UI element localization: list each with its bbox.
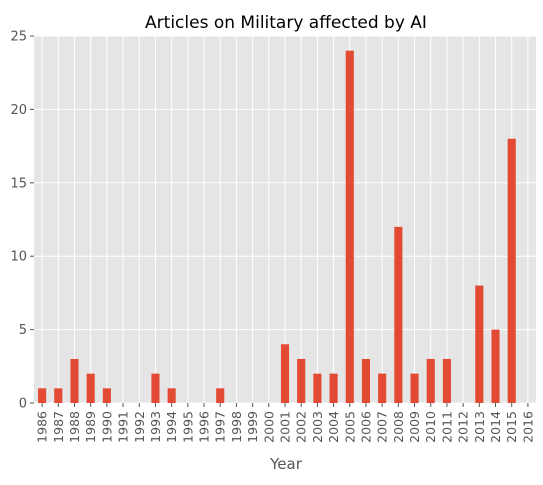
x-tick-label: 1992 <box>132 411 147 443</box>
x-tick-label: 2008 <box>391 411 406 443</box>
x-tick-label: 2007 <box>375 411 390 443</box>
chart-title: Articles on Military affected by AI <box>145 13 427 33</box>
x-tick-label: 2009 <box>407 411 422 443</box>
x-tick-label: 2005 <box>342 411 357 443</box>
y-tick-label: 15 <box>10 176 27 191</box>
bar-2008 <box>394 226 403 403</box>
bar-2009 <box>410 373 419 403</box>
y-tick-label: 5 <box>19 323 27 338</box>
bar-2010 <box>426 358 435 403</box>
bar-2011 <box>442 358 451 403</box>
x-tick-label: 1998 <box>229 411 244 443</box>
x-tick-label: 2003 <box>310 411 325 443</box>
x-tick-label: 2004 <box>326 411 341 443</box>
bar-1994 <box>167 388 176 403</box>
x-tick-label: 1996 <box>197 411 212 443</box>
bar-2003 <box>313 373 322 403</box>
x-tick-label: 2000 <box>261 411 276 443</box>
bar-2004 <box>329 373 338 403</box>
y-tick-label: 25 <box>10 30 27 45</box>
x-tick-label: 2014 <box>488 411 503 443</box>
x-tick-label: 2006 <box>358 411 373 443</box>
bar-2013 <box>475 285 484 403</box>
x-tick-label: 1994 <box>164 411 179 443</box>
x-tick-label: 1988 <box>67 411 82 443</box>
x-tick-label: 1991 <box>116 411 131 443</box>
x-tick-label: 1986 <box>35 411 50 443</box>
x-tick-label: 1993 <box>148 411 163 443</box>
bar-2001 <box>280 344 290 403</box>
x-tick-label: 2001 <box>278 411 293 443</box>
x-axis-label: Year <box>269 455 303 473</box>
bar-1987 <box>54 388 63 403</box>
x-tick-label: 2016 <box>520 411 535 443</box>
y-tick-label: 20 <box>10 103 27 118</box>
x-tick-label: 2013 <box>472 411 487 443</box>
bar-1990 <box>102 388 111 403</box>
x-tick-label: 1990 <box>99 411 114 443</box>
x-tick-label: 2015 <box>504 411 519 443</box>
x-tick-label: 2011 <box>439 411 454 443</box>
bar-2007 <box>378 373 387 403</box>
bar-1986 <box>38 388 47 403</box>
bar-1997 <box>216 388 225 403</box>
x-tick-label: 1995 <box>180 411 195 443</box>
bars <box>38 50 516 404</box>
bar-2014 <box>491 329 500 403</box>
x-tick-label: 1989 <box>83 411 98 443</box>
x-tick-label: 1987 <box>51 411 66 443</box>
x-tick-label: 2010 <box>423 411 438 443</box>
x-tick-label: 1999 <box>245 411 260 443</box>
x-tick-label: 1997 <box>213 411 228 443</box>
bar-1993 <box>151 373 160 403</box>
x-axis-ticks: 1986 1987 1988 1989 1990 1991 1992 1993 1994 1995… <box>35 403 535 443</box>
x-tick-label: 2002 <box>294 411 309 443</box>
bar-1988 <box>70 358 79 403</box>
y-axis-ticks: 0 5 10 15 20 25 <box>10 30 34 412</box>
bar-1989 <box>86 373 95 403</box>
x-tick-label: 2012 <box>456 411 471 443</box>
bar-2015 <box>507 138 516 403</box>
bar-2005 <box>345 50 354 404</box>
bar-2002 <box>297 358 306 403</box>
y-tick-label: 0 <box>19 397 27 412</box>
bar-2006 <box>361 358 371 403</box>
y-tick-label: 10 <box>10 250 27 265</box>
